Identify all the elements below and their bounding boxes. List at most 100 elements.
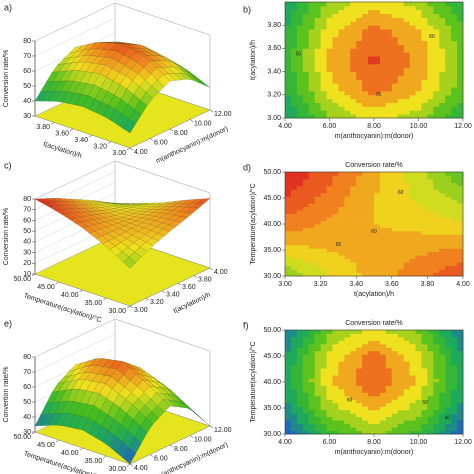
contour-cell — [332, 343, 339, 348]
contour-cell — [290, 430, 298, 435]
contour-cell — [368, 32, 375, 38]
contour-cell — [421, 423, 428, 428]
contour-cell — [457, 248, 464, 253]
contour-cell — [344, 17, 351, 22]
contour-cell — [332, 196, 339, 201]
contour-cell — [285, 210, 292, 214]
contour-cell — [397, 392, 405, 397]
contour-cell — [403, 382, 410, 386]
contour-cell — [409, 224, 416, 228]
contour-cell — [415, 71, 422, 76]
contour-cell — [308, 220, 316, 225]
contour-cell — [391, 388, 399, 393]
contour-cell — [415, 44, 422, 49]
contour-cell — [403, 67, 410, 72]
contour-cell — [368, 420, 375, 424]
contour-cell — [296, 17, 304, 22]
contour-cell — [356, 371, 363, 376]
contour-cell — [368, 340, 375, 345]
contour-cell — [439, 21, 446, 26]
contour-cell — [302, 90, 310, 96]
contour-cell — [403, 185, 410, 190]
contour-cell — [290, 330, 298, 334]
contour-cell — [320, 343, 327, 348]
contour-cell — [290, 427, 298, 431]
contour-cell — [302, 192, 310, 197]
contour-cell — [421, 25, 428, 30]
contour-cell — [451, 83, 458, 88]
contour-cell — [362, 175, 369, 180]
contour-cell — [451, 185, 458, 190]
contour-cell — [391, 110, 399, 115]
contour-cell — [320, 371, 327, 376]
contour-cell — [290, 368, 298, 372]
contour-cell — [290, 87, 298, 92]
contour-cell — [409, 371, 416, 376]
contour-cell — [457, 220, 464, 225]
contour-cell — [320, 213, 327, 218]
contour-cell — [356, 395, 363, 400]
contour-cell — [362, 330, 369, 334]
contour-cell — [314, 340, 321, 345]
contour-cell — [409, 199, 416, 204]
contour-cell — [350, 395, 357, 400]
contour-cell — [338, 354, 345, 359]
contour-cell — [290, 224, 298, 228]
contour-cell — [427, 361, 434, 366]
contour-cell — [368, 206, 375, 211]
contour-cell — [427, 203, 434, 208]
contour-cell — [320, 402, 327, 407]
contour-cell — [290, 5, 298, 11]
contour-cell — [427, 199, 434, 204]
contour-cell — [350, 220, 357, 225]
contour-cell — [433, 378, 440, 383]
contour-cell — [290, 60, 298, 65]
contour-cell — [320, 375, 327, 379]
contour-cell — [374, 21, 381, 26]
contour-cell — [374, 71, 381, 76]
contour-cell — [433, 368, 440, 372]
contour-cell — [374, 60, 381, 65]
contour-cell — [439, 265, 446, 270]
contour-cell — [320, 244, 327, 249]
y-tick — [50, 122, 55, 125]
contour-cell — [296, 71, 304, 76]
contour-cell — [338, 60, 345, 65]
contour-cell — [320, 258, 327, 263]
contour-cell — [433, 106, 440, 111]
contour-cell — [302, 392, 310, 397]
contour-cell — [308, 32, 316, 38]
contour-cell — [362, 406, 369, 411]
contour-cell — [439, 36, 446, 42]
contour-cell — [320, 192, 327, 197]
contour-cell — [308, 392, 316, 397]
contour-cell — [451, 60, 458, 65]
x-tick-label: 12.00 — [454, 123, 472, 130]
contour-cell — [368, 182, 375, 187]
contour-cell — [451, 52, 458, 57]
contour-cell — [320, 9, 327, 14]
contour-cell — [356, 182, 363, 187]
contour-cell — [379, 36, 387, 42]
contour-cell — [409, 32, 416, 38]
contour-cell — [397, 199, 405, 204]
contour-cell — [403, 336, 410, 341]
contour-cell — [332, 75, 339, 80]
contour-cell — [326, 196, 333, 201]
contour-cell — [439, 102, 446, 107]
contour-cell — [285, 13, 292, 18]
contour-cell — [362, 382, 369, 386]
contour-cell — [332, 32, 339, 38]
contour-cell — [374, 248, 381, 253]
contour-cell — [314, 2, 321, 7]
contour-cell — [391, 420, 399, 424]
contour-cell — [391, 227, 399, 232]
contour-cell — [302, 336, 310, 341]
contour-cell — [415, 241, 422, 246]
contour-cell — [439, 237, 446, 242]
contour-cell — [403, 357, 410, 362]
contour-cell — [296, 90, 304, 96]
contour-cell — [379, 248, 387, 253]
contour-cell — [433, 206, 440, 211]
contour-cell — [427, 427, 434, 431]
